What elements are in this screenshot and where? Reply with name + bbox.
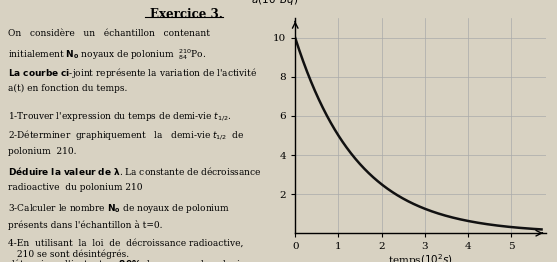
X-axis label: temps$(10^2 s)$: temps$(10^2 s)$: [388, 253, 453, 262]
Text: $\mathbf{Déduire\ la\ valeur\ de}$ $\mathbf{\lambda}$. La constante de décroissa: $\mathbf{Déduire\ la\ valeur\ de}$ $\mat…: [8, 165, 262, 177]
Y-axis label: $a(10^3 Bq)$: $a(10^3 Bq)$: [251, 0, 299, 8]
Text: 210 se sont désintégrés.: 210 se sont désintégrés.: [17, 250, 129, 259]
Text: initialement $\mathbf{N_0}$ noyaux de polonium  $^{210}_{84}$Po.: initialement $\mathbf{N_0}$ noyaux de po…: [8, 47, 207, 62]
Text: a(t) en fonction du temps.: a(t) en fonction du temps.: [8, 84, 128, 93]
Text: présents dans l'échantillon à t=0.: présents dans l'échantillon à t=0.: [8, 220, 163, 230]
Text: radioactive  du polonium 210: radioactive du polonium 210: [8, 183, 143, 192]
Text: polonium  210.: polonium 210.: [8, 147, 77, 156]
Text: 4-En  utilisant  la  loi  de  décroissance radioactive,: 4-En utilisant la loi de décroissance ra…: [8, 238, 244, 247]
Text: déterminer  l'instant ou $\mathbf{80\%}$ des noyaux de polonium: déterminer l'instant ou $\mathbf{80\%}$ …: [8, 257, 256, 262]
Text: Exercice 3.: Exercice 3.: [150, 8, 223, 21]
Text: 1-Trouver l'expression du temps de demi-vie $t_{1/2}$.: 1-Trouver l'expression du temps de demi-…: [8, 110, 232, 123]
Text: $\mathbf{La\ courbe\ ci}$-joint représente la variation de l'activité: $\mathbf{La\ courbe\ ci}$-joint représen…: [8, 66, 258, 79]
Text: 2-Déterminer  graphiquement   la   demi-vie $t_{1/2}$  de: 2-Déterminer graphiquement la demi-vie $…: [8, 128, 245, 142]
Text: 3-Calculer le nombre $\mathbf{N_0}$ de noyaux de polonium: 3-Calculer le nombre $\mathbf{N_0}$ de n…: [8, 202, 230, 215]
Text: On   considère   un   échantillon   contenant: On considère un échantillon contenant: [8, 29, 211, 38]
